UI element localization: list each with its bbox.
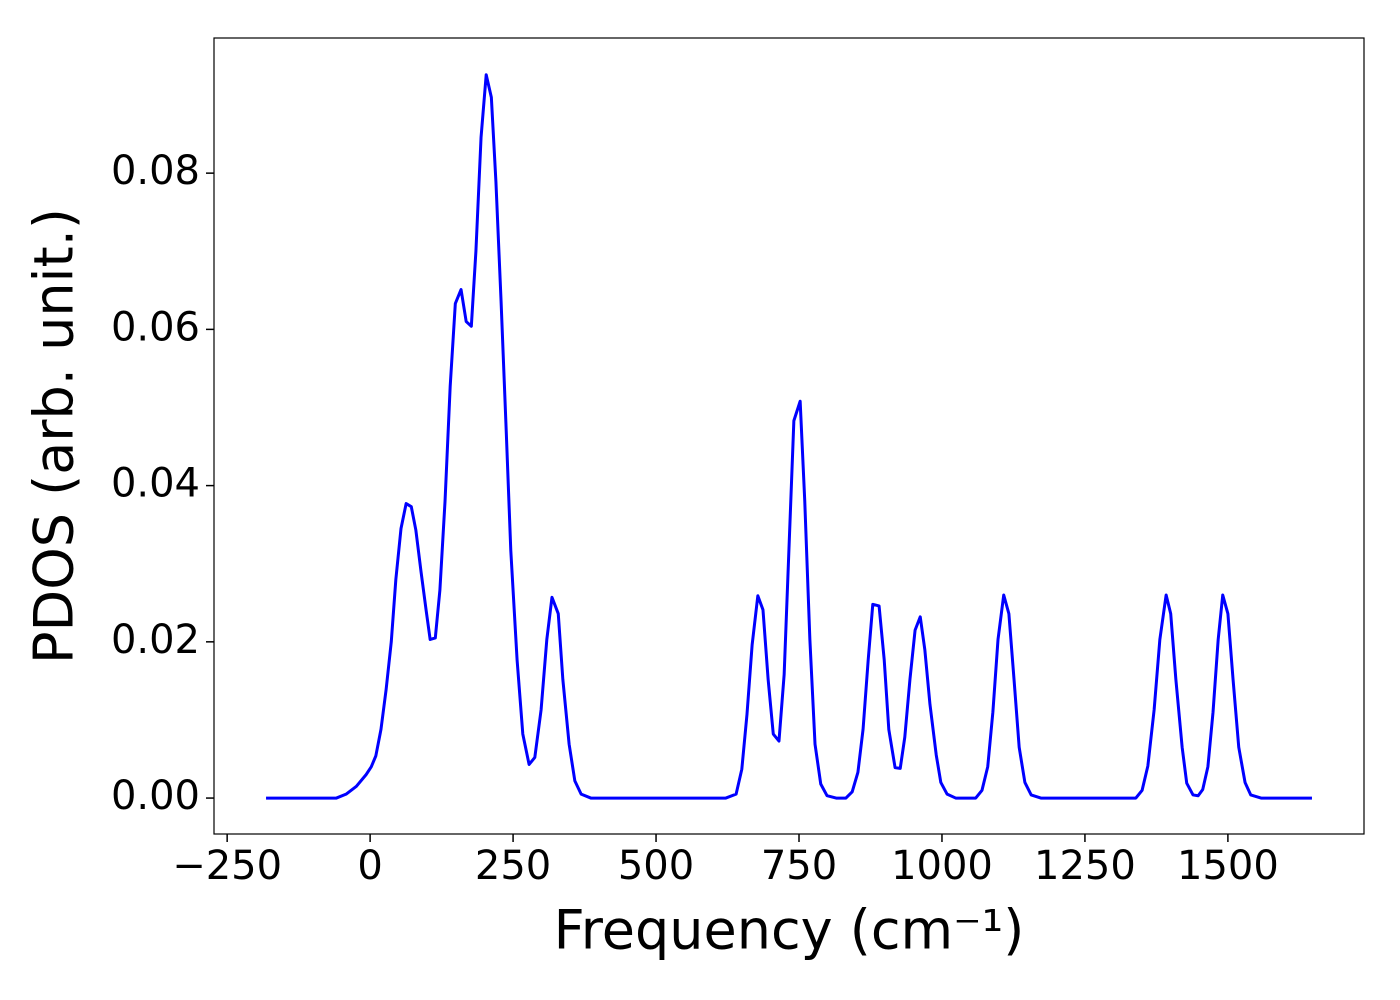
x-tick-label: 1000 <box>891 843 993 889</box>
x-tick-label: 1500 <box>1177 843 1279 889</box>
x-tick-label: 750 <box>761 843 837 889</box>
y-tick-label: 0.04 <box>111 461 200 507</box>
y-tick-label: 0.08 <box>111 148 200 194</box>
y-tick-label: 0.06 <box>111 304 200 350</box>
x-tick-label: 250 <box>475 843 551 889</box>
x-tick-label: 0 <box>357 843 382 889</box>
plot-frame <box>213 37 1365 835</box>
x-tick-label: 500 <box>618 843 694 889</box>
x-tick-label: 1250 <box>1034 843 1136 889</box>
x-tick-label: −250 <box>172 843 282 889</box>
y-tick-label: 0.02 <box>111 617 200 663</box>
y-tick-label: 0.00 <box>111 773 200 819</box>
x-axis-label: Frequency (cm⁻¹) <box>554 899 1025 962</box>
line-series <box>266 73 1312 800</box>
y-axis-label: PDOS (arb. unit.) <box>23 208 86 664</box>
